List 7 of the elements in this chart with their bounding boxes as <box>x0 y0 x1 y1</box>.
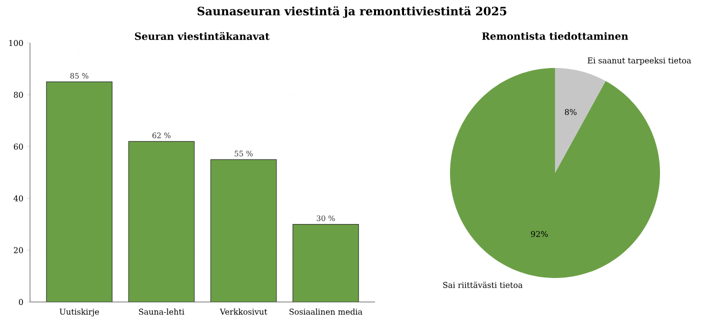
chart-title: Remontista tiedottaminen <box>482 32 628 40</box>
chart-title: Seuran viestintäkanavat <box>135 32 270 40</box>
bar <box>292 224 359 302</box>
text: Saunaseuran viestintä ja remonttiviestintä 2025 <box>198 6 506 18</box>
bar <box>128 141 195 302</box>
bar <box>46 82 112 302</box>
bar <box>210 159 277 302</box>
